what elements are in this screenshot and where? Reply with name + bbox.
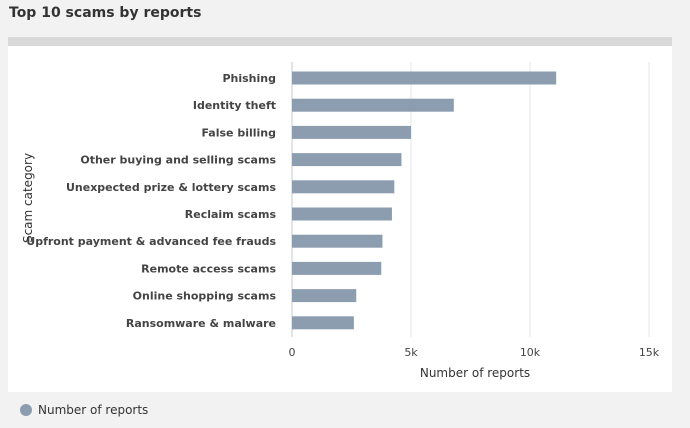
bar[interactable] (292, 180, 395, 194)
category-label: Identity theft (193, 99, 276, 112)
category-label: Remote access scams (141, 262, 276, 275)
category-labels: Phishing Identity theft False billing Other… (26, 72, 276, 330)
bar[interactable] (292, 98, 454, 112)
bar[interactable] (292, 261, 382, 275)
chart-title: Top 10 scams by reports (9, 5, 202, 21)
category-label: Other buying and selling scams (80, 154, 276, 167)
panel-top-bar (8, 37, 672, 46)
legend-label: Number of reports (38, 403, 149, 417)
bar[interactable] (292, 316, 354, 330)
x-tick-label: 0 (289, 346, 296, 359)
bar[interactable] (292, 289, 357, 303)
y-axis-title: Scam category (21, 153, 35, 243)
category-label: Online shopping scams (133, 290, 277, 303)
bar[interactable] (292, 234, 383, 248)
legend[interactable]: Number of reports (20, 403, 148, 417)
bars (292, 71, 557, 330)
legend-swatch (20, 404, 32, 416)
category-label: Upfront payment & advanced fee frauds (26, 235, 276, 248)
category-label: Reclaim scams (185, 208, 277, 221)
bar[interactable] (292, 71, 557, 85)
x-tick-label: 15k (639, 346, 660, 359)
bar[interactable] (292, 153, 402, 167)
bar[interactable] (292, 207, 392, 221)
x-tick-labels: 0 5k 10k 15k (289, 346, 660, 359)
x-tick-label: 10k (520, 346, 541, 359)
x-tick-label: 5k (404, 346, 418, 359)
bar[interactable] (292, 125, 411, 139)
category-label: Ransomware & malware (126, 317, 276, 330)
category-label: Unexpected prize & lottery scams (66, 181, 276, 194)
category-label: Phishing (222, 72, 276, 85)
category-label: False billing (201, 126, 276, 139)
x-axis-title: Number of reports (420, 366, 530, 380)
